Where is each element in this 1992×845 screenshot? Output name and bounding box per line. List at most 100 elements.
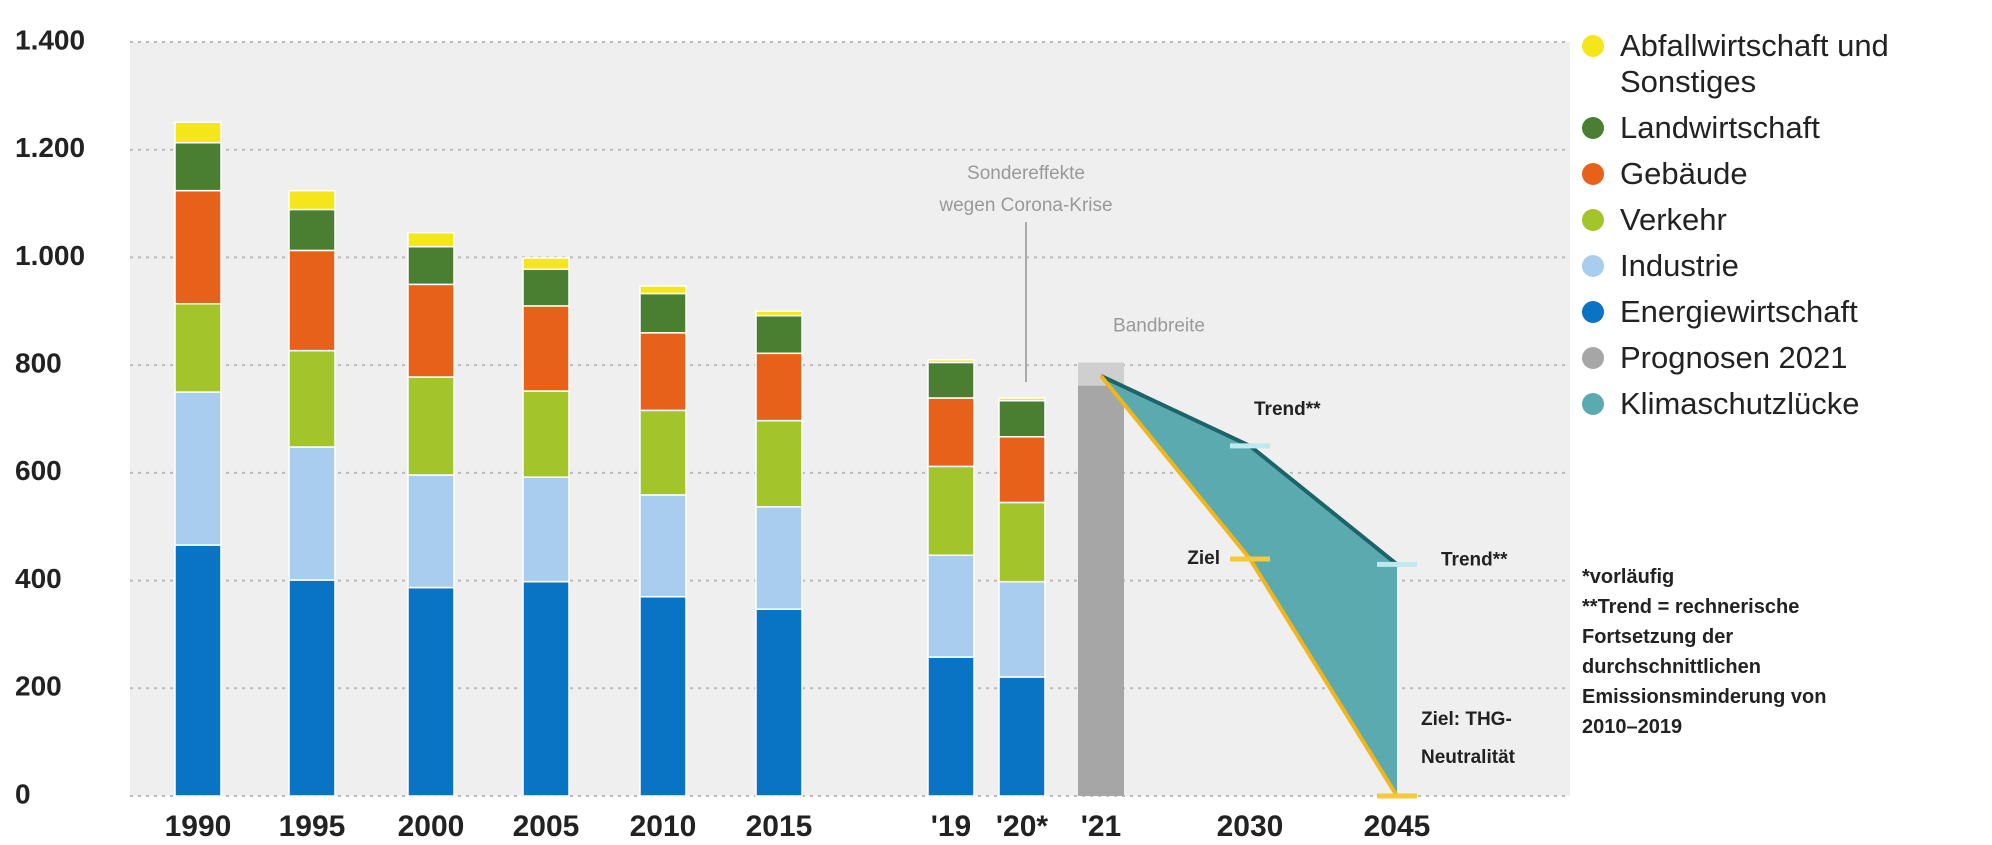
- bar-segment: [998, 501, 1046, 583]
- legend-item: Klimaschutzlücke: [1582, 386, 1992, 422]
- legend-swatch: [1582, 35, 1604, 57]
- x-tick-label: 2030: [1217, 810, 1284, 843]
- bar-segment: [522, 476, 570, 583]
- bar-segment: [927, 554, 975, 658]
- bar-segment: [174, 141, 222, 192]
- legend-label: Energiewirtschaft: [1620, 294, 1858, 329]
- notes: *vorläufig **Trend = rechnerische Fortset…: [1582, 562, 1882, 742]
- bar-segment: [288, 446, 336, 581]
- bar-segment: [927, 397, 975, 468]
- bar-segment: [639, 285, 687, 295]
- bar-segment: [407, 474, 455, 589]
- bar-segment: [755, 314, 803, 355]
- bar-segment: [174, 121, 222, 144]
- y-tick-label: 200: [15, 671, 62, 702]
- corona-note: wegen Corona-Krise: [938, 195, 1112, 216]
- x-tick-label: '19: [931, 810, 972, 843]
- x-tick-label: '20*: [996, 810, 1049, 843]
- bar-segment: [407, 283, 455, 378]
- bar-segment: [755, 419, 803, 508]
- x-tick-label: 2005: [513, 810, 580, 843]
- x-tick-label: '21: [1081, 810, 1122, 843]
- bar-segment: [639, 409, 687, 496]
- bar-segment: [174, 544, 222, 797]
- legend-label: Industrie: [1620, 248, 1739, 283]
- bar-segment: [755, 506, 803, 610]
- legend-label: Abfallwirtschaft und Sonstiges: [1620, 28, 1889, 99]
- bar-segment: [927, 359, 975, 364]
- legend-swatch: [1582, 255, 1604, 277]
- bar-segment: [522, 305, 570, 392]
- bar-segment: [927, 465, 975, 557]
- legend-item: Landwirtschaft: [1582, 110, 1992, 146]
- trend-label: Trend**: [1441, 549, 1508, 570]
- corona-note: Sondereffekte: [967, 163, 1085, 184]
- y-tick-label: 600: [15, 455, 62, 486]
- bar-segment: [174, 302, 222, 393]
- x-tick-label: 1990: [165, 810, 232, 843]
- x-tick-label: 1995: [279, 810, 346, 843]
- bar-segment: [927, 656, 975, 797]
- legend-label: Prognosen 2021: [1620, 340, 1848, 375]
- bar-segment: [288, 579, 336, 797]
- bandbreite-label: Bandbreite: [1113, 315, 1205, 336]
- y-tick-label: 1.400: [15, 24, 85, 55]
- legend-item: Verkehr: [1582, 202, 1992, 238]
- bar-segment: [522, 268, 570, 307]
- bar-segment: [755, 608, 803, 797]
- legend-swatch: [1582, 163, 1604, 185]
- x-tick-label: 2045: [1364, 810, 1431, 843]
- y-tick-label: 1.200: [15, 132, 85, 163]
- legend-item: Prognosen 2021: [1582, 340, 1992, 376]
- bar-segment: [174, 391, 222, 546]
- klimaschutzluecke: [1101, 375, 1397, 796]
- legend-swatch: [1582, 347, 1604, 369]
- x-tick-label: 2000: [398, 810, 465, 843]
- bar-segment: [288, 349, 336, 448]
- bar-segment: [998, 676, 1046, 797]
- legend-item: Gebäude: [1582, 156, 1992, 192]
- trend-label: Trend**: [1254, 399, 1321, 420]
- bar-segment: [522, 257, 570, 271]
- bar-segment: [407, 376, 455, 476]
- bar-segment: [288, 208, 336, 252]
- bar-segment: [407, 231, 455, 248]
- bar-segment: [998, 580, 1046, 678]
- bar-segment: [288, 189, 336, 211]
- legend-swatch: [1582, 117, 1604, 139]
- bar-segment: [755, 352, 803, 422]
- y-tick-label: 400: [15, 563, 62, 594]
- bar-segment: [407, 245, 455, 286]
- legend: Abfallwirtschaft und Sonstiges Landwirtsc…: [1582, 28, 1992, 432]
- bar-segment: [998, 436, 1046, 504]
- legend-swatch: [1582, 209, 1604, 231]
- legend-item: Industrie: [1582, 248, 1992, 284]
- legend-label: Klimaschutzlücke: [1620, 386, 1860, 421]
- bar-segment: [522, 390, 570, 478]
- legend-label: Verkehr: [1620, 202, 1727, 237]
- bar-segment: [927, 361, 975, 399]
- ziel-label: Ziel: [1187, 548, 1220, 569]
- bar-segment: [998, 397, 1046, 402]
- y-tick-label: 800: [15, 348, 62, 379]
- legend-label: Gebäude: [1620, 156, 1748, 191]
- legend-swatch: [1582, 301, 1604, 323]
- bar-segment: [288, 249, 336, 352]
- note: *vorläufig: [1582, 566, 1675, 588]
- bar-segment: [755, 310, 803, 317]
- bar-segment: [639, 494, 687, 598]
- legend-item: Abfallwirtschaft und Sonstiges: [1582, 28, 1992, 100]
- prognose-bar: [1078, 385, 1124, 796]
- legend-item: Energiewirtschaft: [1582, 294, 1992, 330]
- bar-segment: [174, 189, 222, 305]
- bar-segment: [407, 586, 455, 797]
- y-tick-label: 0: [15, 778, 31, 809]
- y-tick-label: 1.000: [15, 240, 85, 271]
- legend-label: Landwirtschaft: [1620, 110, 1820, 145]
- bar-segment: [639, 595, 687, 797]
- legend-swatch: [1582, 393, 1604, 415]
- bar-segment: [998, 399, 1046, 438]
- bar-segment: [522, 580, 570, 797]
- x-tick-label: 2015: [746, 810, 813, 843]
